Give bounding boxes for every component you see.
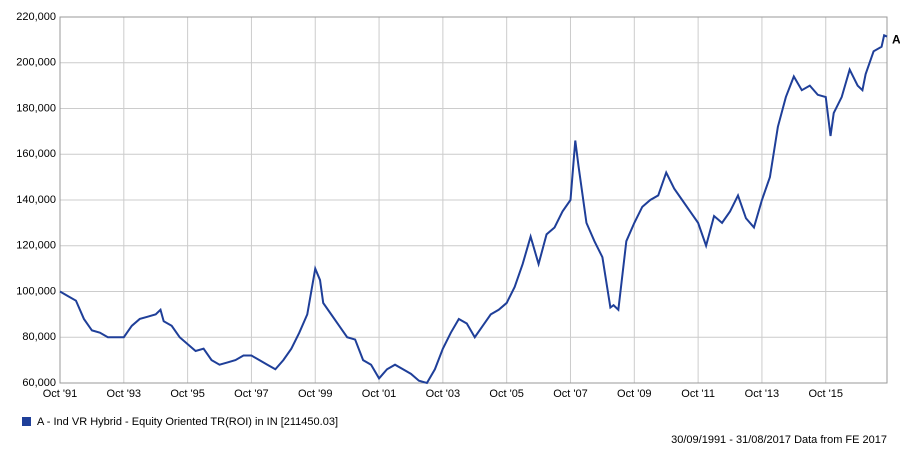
- x-tick-label: Oct '13: [745, 388, 780, 400]
- y-tick-label: 180,000: [16, 102, 56, 114]
- y-tick-label: 140,000: [16, 194, 56, 206]
- series-line: [59, 33, 888, 385]
- x-tick-label: Oct '91: [43, 388, 78, 400]
- x-tick-label: Oct '07: [553, 388, 588, 400]
- x-tick-label: Oct '99: [298, 388, 333, 400]
- x-tick-label: Oct '95: [170, 388, 205, 400]
- x-tick-label: Oct '09: [617, 388, 652, 400]
- y-tick-label: 200,000: [16, 57, 56, 69]
- x-tick-label: Oct '93: [107, 388, 142, 400]
- x-tick-label: Oct '03: [426, 388, 461, 400]
- footnote: 30/09/1991 - 31/08/2017 Data from FE 201…: [671, 434, 887, 446]
- y-tick-label: 120,000: [16, 240, 56, 252]
- x-tick-label: Oct '15: [808, 388, 843, 400]
- plot-border: [59, 16, 888, 384]
- y-tick-label: 60,000: [22, 377, 56, 389]
- series-end-label: A: [892, 33, 900, 47]
- legend-swatch: [22, 417, 31, 426]
- x-tick-label: Oct '11: [681, 388, 715, 400]
- x-tick-label: Oct '97: [234, 388, 269, 400]
- y-tick-label: 220,000: [16, 11, 56, 23]
- x-tick-label: Oct '05: [489, 388, 524, 400]
- y-tick-label: 100,000: [16, 285, 56, 297]
- legend-label: A - Ind VR Hybrid - Equity Oriented TR(R…: [37, 416, 338, 428]
- x-tick-label: Oct '01: [362, 388, 397, 400]
- y-tick-label: 160,000: [16, 148, 56, 160]
- y-tick-label: 80,000: [22, 331, 56, 343]
